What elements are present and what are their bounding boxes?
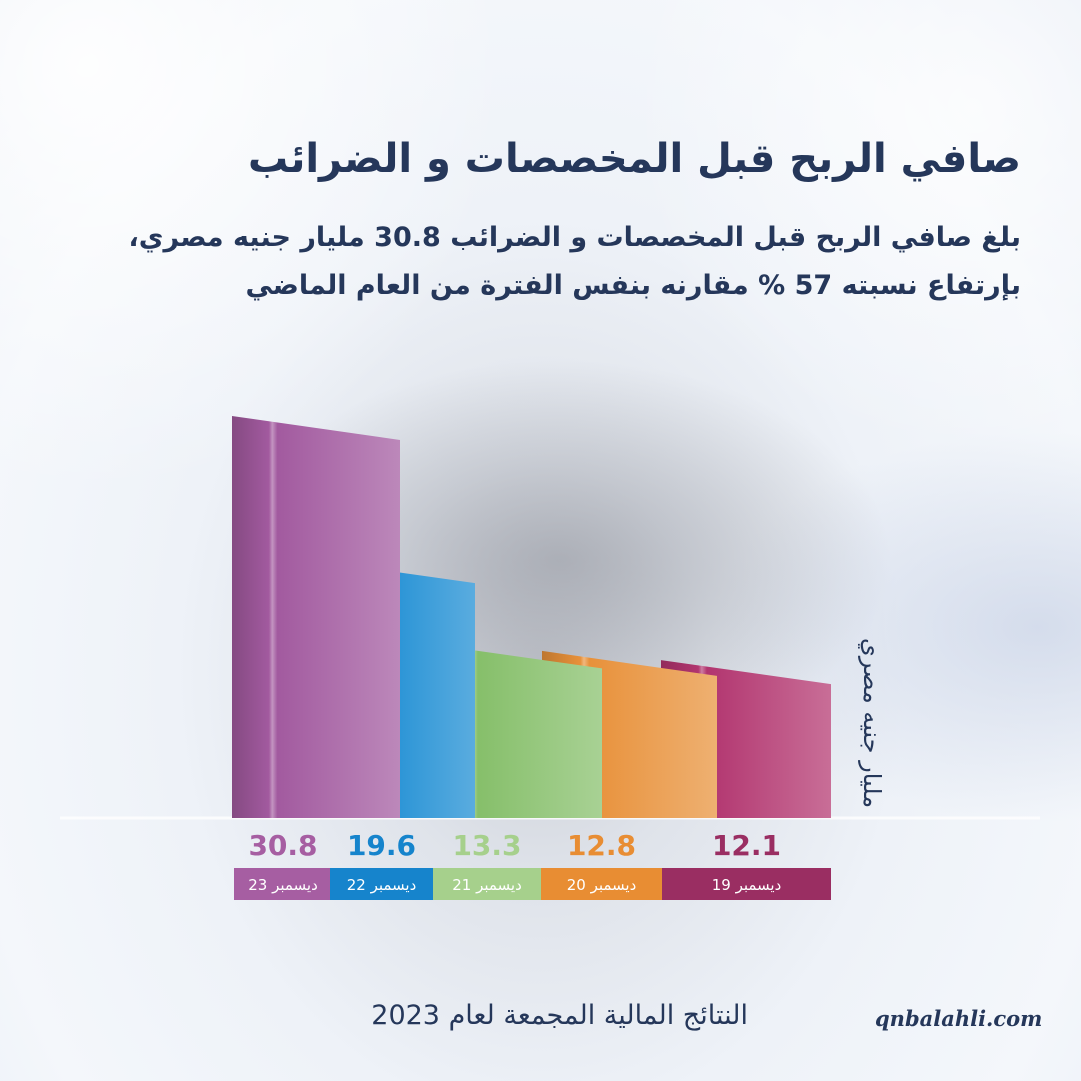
category-band-2 bbox=[330, 868, 433, 900]
page-title: صافي الربح قبل المخصصات و الضرائب bbox=[247, 136, 1021, 182]
subtitle-line-2: بإرتفاع نسبته 57 % مقارنه بنفس الفترة من… bbox=[245, 270, 1021, 301]
category-band-4 bbox=[541, 868, 662, 900]
category-label-4: ديسمبر 20 bbox=[567, 876, 637, 894]
value-label-3: 13.3 bbox=[452, 829, 521, 862]
category-band-5 bbox=[662, 868, 831, 900]
bar-1 bbox=[232, 416, 400, 818]
y-axis-label: مليار جنيه مصري bbox=[858, 637, 886, 808]
value-label-5: 12.1 bbox=[712, 829, 781, 862]
category-label-3: ديسمبر 21 bbox=[452, 876, 522, 894]
value-label-1: 30.8 bbox=[248, 829, 317, 862]
value-label-2: 19.6 bbox=[347, 829, 416, 862]
subtitle-line-1: بلغ صافي الربح قبل المخصصات و الضرائب 30… bbox=[128, 222, 1021, 253]
category-label-1: ديسمبر 23 bbox=[248, 876, 318, 894]
category-band-1 bbox=[234, 868, 332, 900]
value-label-4: 12.8 bbox=[567, 829, 636, 862]
category-label-2: ديسمبر 22 bbox=[347, 876, 417, 894]
footer-text: النتائج المالية المجمعة لعام 2023 bbox=[371, 1000, 748, 1031]
website-link[interactable]: qnbalahli.com bbox=[875, 1006, 1043, 1031]
page-subtitle: بلغ صافي الربح قبل المخصصات و الضرائب 30… bbox=[121, 214, 1021, 310]
category-label-5: ديسمبر 19 bbox=[712, 876, 782, 894]
category-band-3 bbox=[433, 868, 541, 900]
